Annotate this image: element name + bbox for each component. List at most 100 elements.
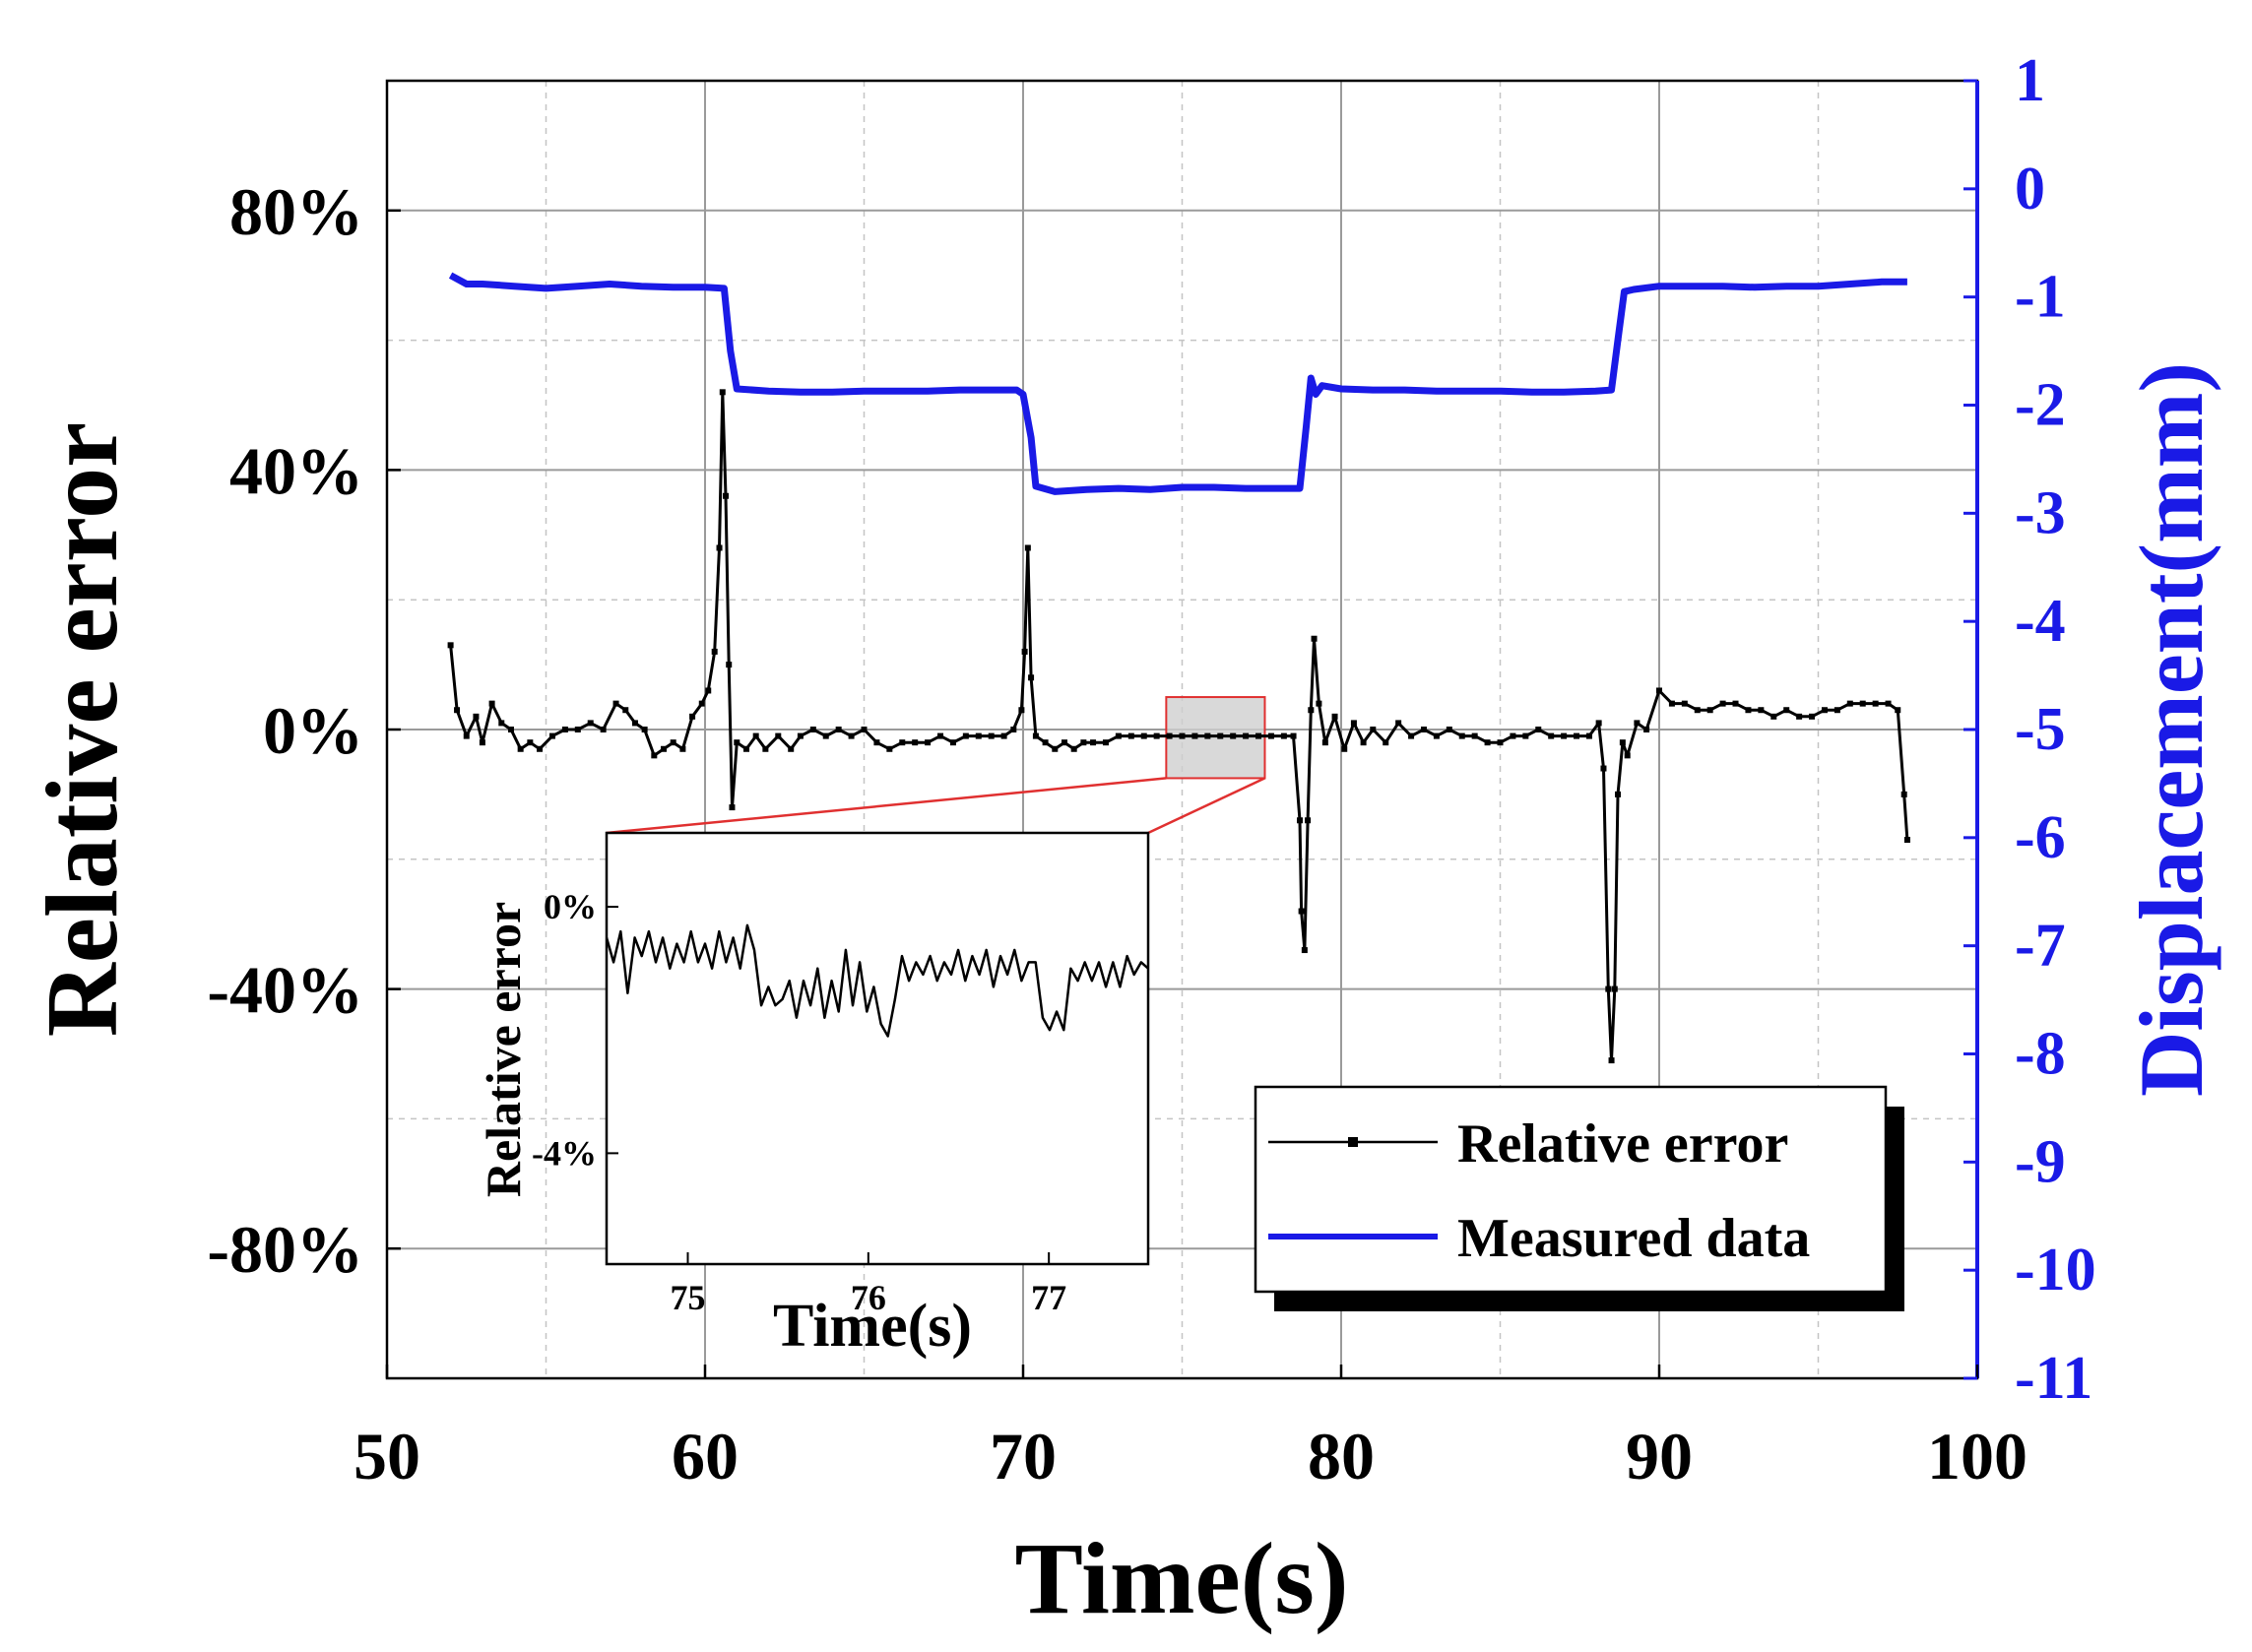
relative-error-point [537, 745, 544, 752]
x-tick-label: 80 [1308, 1419, 1375, 1493]
relative-error-point [679, 745, 686, 752]
relative-error-point [561, 727, 568, 732]
axis-ticks: 50 60 70 80 90 10080%40%0%-40%-80%10-1-2-3-4-… [207, 47, 2095, 1493]
relative-error-point [886, 745, 893, 752]
zoom-connector-left [606, 777, 1167, 835]
relative-error-point [1070, 745, 1077, 752]
relative-error-point [1028, 674, 1035, 681]
relative-error-point [1872, 700, 1879, 707]
right-y-tick-label: -9 [2015, 1128, 2066, 1195]
relative-error-point [670, 739, 676, 746]
relative-error-point [661, 745, 668, 752]
relative-error-point [925, 739, 932, 746]
relative-error-point [447, 642, 454, 649]
legend-label-relative-error: Relative error [1457, 1113, 1788, 1175]
relative-error-point [1834, 707, 1840, 714]
relative-error-point [722, 492, 729, 499]
x-tick-label: 50 [354, 1419, 420, 1493]
relative-error-point [1574, 732, 1580, 739]
relative-error-point [1042, 739, 1049, 746]
right-y-tick-label: -3 [2015, 479, 2066, 546]
relative-error-point [1341, 745, 1348, 752]
relative-error-point [1032, 732, 1039, 739]
relative-error-point [1021, 648, 1028, 655]
relative-error-point [1895, 707, 1901, 714]
relative-error-point [1600, 765, 1607, 772]
relative-error-point [527, 739, 534, 746]
relative-error-point [622, 707, 629, 714]
inset-y-tick-label: -4% [532, 1133, 597, 1173]
relative-error-point [1316, 700, 1322, 707]
inset-y-axis-title: Relative error [476, 902, 531, 1197]
relative-error-point [600, 727, 607, 732]
relative-error-point [729, 804, 736, 811]
relative-error-point [1458, 732, 1465, 739]
relative-error-point [1694, 707, 1701, 714]
relative-error-point [912, 739, 919, 746]
legend-label-measured-data: Measured data [1457, 1208, 1810, 1269]
relative-error-point [1634, 720, 1641, 727]
relative-error-point [1497, 739, 1504, 746]
right-y-tick-label: -7 [2015, 913, 2066, 980]
relative-error-point [873, 739, 880, 746]
relative-error-point [698, 700, 705, 707]
relative-error-point [463, 732, 470, 739]
relative-error-point [1115, 732, 1122, 739]
right-y-tick-label: -11 [2015, 1345, 2092, 1412]
relative-error-point [775, 732, 782, 739]
relative-error-point [937, 732, 944, 739]
relative-error-point [949, 739, 956, 746]
relative-error-point [587, 720, 594, 727]
x-tick-label: 100 [1927, 1419, 2027, 1493]
relative-error-point [1080, 739, 1087, 746]
relative-error-point [651, 752, 658, 759]
legend: Relative error Measured data [1254, 1085, 1904, 1311]
left-y-tick-label: 40% [229, 433, 363, 508]
relative-error-point [1331, 713, 1338, 720]
relative-error-point [1395, 720, 1402, 727]
relative-error-point [1153, 732, 1160, 739]
relative-error-point [1267, 732, 1274, 739]
relative-error-point [734, 739, 740, 746]
relative-error-point [1000, 732, 1007, 739]
relative-error-point [1643, 727, 1650, 732]
relative-error-point [1370, 727, 1377, 732]
left-y-tick-label: 80% [229, 174, 363, 249]
relative-error-point [641, 727, 648, 732]
relative-error-point [1024, 544, 1031, 551]
relative-error-point [1585, 732, 1592, 739]
relative-error-point [1140, 732, 1147, 739]
relative-error-point [1420, 727, 1427, 732]
relative-error-point [498, 720, 505, 727]
left-y-tick-label: -80% [207, 1212, 363, 1287]
relative-error-point [1360, 739, 1367, 746]
relative-error-point [1204, 732, 1211, 739]
relative-error-point [1433, 732, 1440, 739]
left-y-tick-label: -40% [207, 953, 363, 1028]
relative-error-point [1885, 700, 1892, 707]
inset-x-tick-label: 76 [851, 1278, 886, 1317]
relative-error-point [517, 745, 524, 752]
relative-error-point [809, 727, 816, 732]
right-y-tick-label: -4 [2015, 588, 2066, 655]
relative-error-point [1706, 707, 1713, 714]
right-y-axis-title: Displacement(mm) [2121, 362, 2221, 1097]
relative-error-point [1127, 732, 1134, 739]
relative-error-point [1903, 837, 1910, 844]
relative-error-point [1061, 739, 1067, 746]
relative-error-point [1510, 732, 1516, 739]
relative-error-point [1297, 817, 1304, 824]
relative-error-point [975, 732, 982, 739]
relative-error-point [1745, 707, 1752, 714]
relative-error-point [719, 389, 726, 396]
relative-error-point [1311, 635, 1318, 642]
relative-error-point [1217, 732, 1224, 739]
relative-error-point [1821, 707, 1828, 714]
left-y-axis-title: Relative error [26, 422, 139, 1038]
right-y-tick-label: -10 [2015, 1237, 2096, 1303]
relative-error-point [1900, 791, 1907, 797]
x-tick-label: 70 [990, 1419, 1057, 1493]
inset-ticks: 75 76 77 0% -4% [532, 887, 1066, 1317]
relative-error-point [1298, 908, 1305, 915]
